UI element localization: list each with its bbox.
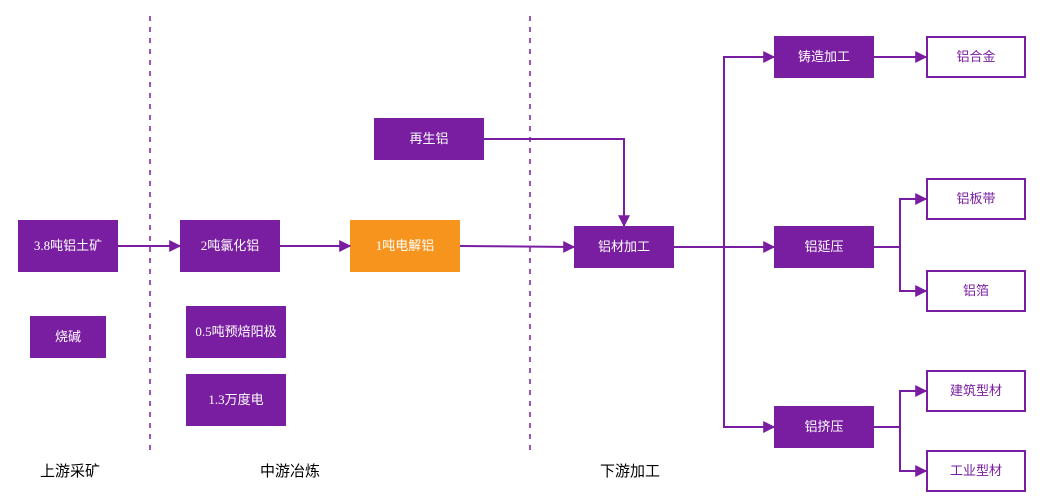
node-rolling: 铝延压: [774, 226, 874, 268]
node-alumina: 2吨氯化铝: [180, 220, 280, 272]
node-plate: 铝板带: [926, 178, 1026, 220]
node-anode: 0.5吨预焙阳极: [186, 306, 286, 358]
node-recycled: 再生铝: [374, 118, 484, 160]
node-processing: 铝材加工: [574, 226, 674, 268]
node-alloy: 铝合金: [926, 36, 1026, 78]
node-label: 铝挤压: [804, 419, 843, 435]
node-indus: 工业型材: [926, 450, 1026, 492]
node-casting: 铸造加工: [774, 36, 874, 78]
node-label: 铝板带: [956, 191, 995, 207]
node-label: 2吨氯化铝: [201, 238, 260, 254]
node-electrolytic: 1吨电解铝: [350, 220, 460, 272]
node-extrusion: 铝挤压: [774, 406, 874, 448]
node-label: 铸造加工: [798, 49, 850, 65]
node-label: 1吨电解铝: [376, 238, 435, 254]
node-caustic: 烧碱: [30, 316, 106, 358]
node-label: 铝延压: [804, 239, 843, 255]
node-foil: 铝箔: [926, 270, 1026, 312]
node-power: 1.3万度电: [186, 374, 286, 426]
node-label: 再生铝: [409, 131, 448, 147]
node-arch: 建筑型材: [926, 370, 1026, 412]
flowchart-canvas: { "diagram": { "type": "flowchart", "bac…: [0, 0, 1050, 504]
node-label: 建筑型材: [950, 383, 1002, 399]
node-label: 工业型材: [950, 463, 1002, 479]
section-label-downstream: 下游加工: [600, 460, 660, 481]
edges-layer: [0, 0, 1050, 504]
node-label: 烧碱: [55, 329, 81, 345]
section-label-upstream: 上游采矿: [40, 460, 100, 481]
node-label: 3.8吨铝土矿: [34, 238, 102, 254]
node-bauxite: 3.8吨铝土矿: [18, 220, 118, 272]
section-label-midstream: 中游冶炼: [260, 460, 320, 481]
node-label: 铝合金: [956, 49, 995, 65]
node-label: 铝箔: [963, 283, 989, 299]
node-label: 0.5吨预焙阳极: [195, 324, 276, 340]
node-label: 1.3万度电: [208, 392, 263, 408]
node-label: 铝材加工: [598, 239, 650, 255]
